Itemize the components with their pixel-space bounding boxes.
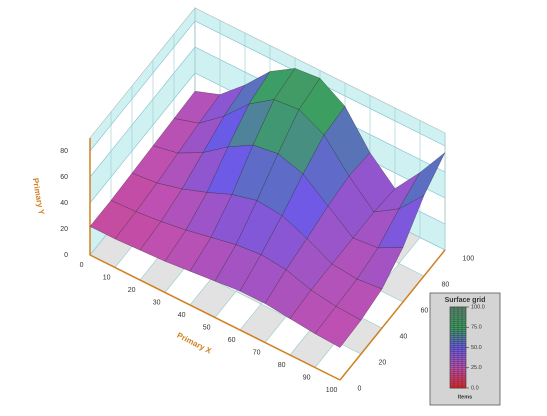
x-axis-title: Primary X <box>175 331 213 356</box>
wall-band <box>90 47 195 203</box>
y-tick-label: 80 <box>60 148 68 155</box>
x-tick-label: 80 <box>278 362 286 369</box>
x-tick-label: 60 <box>228 337 236 344</box>
y-tick-label: 0 <box>64 252 68 259</box>
x-tick-label: 40 <box>178 312 186 319</box>
x-tick-label: 0 <box>80 262 84 269</box>
z-tick-label: 60 <box>421 308 429 315</box>
legend-unit: Items <box>458 394 472 400</box>
z-tick-label: 100 <box>463 256 475 263</box>
legend-tick-label: 25.0 <box>471 365 482 371</box>
x-tick-label: 90 <box>303 375 311 382</box>
x-tick-label: 70 <box>253 350 261 357</box>
floor-cell <box>336 315 382 354</box>
floor-cell <box>240 304 286 343</box>
legend-tick-label: 50.0 <box>471 345 482 351</box>
legend-tick-label: 75.0 <box>471 325 482 331</box>
z-tick-label: 20 <box>379 360 387 367</box>
x-tick-label: 10 <box>103 275 111 282</box>
z-tick-label: 0 <box>358 386 362 393</box>
y-tick-label: 20 <box>60 226 68 233</box>
wall-band <box>90 8 195 151</box>
legend-title: Surface grid <box>445 297 486 304</box>
x-tick-label: 30 <box>153 300 161 307</box>
legend-tick-label: 100.0 <box>471 304 485 310</box>
x-tick-label: 100 <box>326 387 338 394</box>
surface-cell <box>314 306 362 348</box>
x-axis <box>89 254 341 381</box>
x-tick-label: 50 <box>203 325 211 332</box>
x-tick-label: 20 <box>128 287 136 294</box>
z-tick-label: 80 <box>442 282 450 289</box>
y-axis-title: Primary Y <box>31 177 46 216</box>
z-axis <box>339 249 446 381</box>
z-tick-label: 40 <box>400 334 408 341</box>
floor-cell <box>190 279 236 318</box>
floor-cell <box>378 263 424 302</box>
y-tick-label: 60 <box>60 174 68 181</box>
legend-tick-label: 0.0 <box>471 385 479 391</box>
y-tick-label: 40 <box>60 200 68 207</box>
